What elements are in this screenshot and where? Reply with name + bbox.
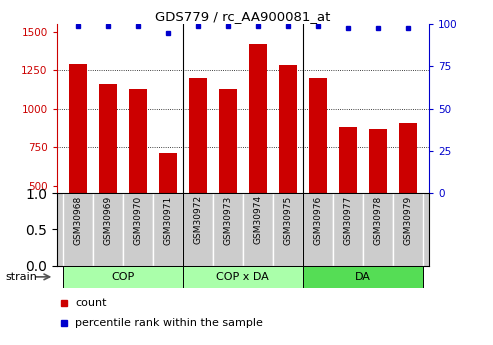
Bar xyxy=(219,89,237,193)
Text: GSM30979: GSM30979 xyxy=(403,195,413,245)
Title: GDS779 / rc_AA900081_at: GDS779 / rc_AA900081_at xyxy=(155,10,330,23)
Bar xyxy=(153,193,183,266)
Bar xyxy=(279,65,297,193)
Text: GSM30977: GSM30977 xyxy=(343,195,352,245)
Bar xyxy=(333,193,363,266)
Bar xyxy=(93,193,123,266)
Bar xyxy=(63,193,93,266)
Text: COP x DA: COP x DA xyxy=(216,272,269,282)
Bar xyxy=(303,193,333,266)
Text: GSM30978: GSM30978 xyxy=(373,195,383,245)
Text: COP: COP xyxy=(111,272,135,282)
Bar xyxy=(183,193,213,266)
Bar xyxy=(213,193,243,266)
Bar xyxy=(63,266,183,288)
Bar xyxy=(339,127,357,193)
Bar xyxy=(99,84,117,193)
Bar xyxy=(129,89,147,193)
Bar xyxy=(69,64,87,193)
Bar xyxy=(363,193,393,266)
Bar xyxy=(273,193,303,266)
Bar xyxy=(393,193,423,266)
Text: GSM30973: GSM30973 xyxy=(223,195,232,245)
Text: GSM30976: GSM30976 xyxy=(314,195,322,245)
Text: GSM30974: GSM30974 xyxy=(253,195,262,245)
Text: GSM30972: GSM30972 xyxy=(193,195,202,245)
Text: GSM30971: GSM30971 xyxy=(163,195,172,245)
Text: GSM30970: GSM30970 xyxy=(133,195,142,245)
Bar xyxy=(243,193,273,266)
Bar xyxy=(159,153,177,193)
Text: GSM30969: GSM30969 xyxy=(103,195,112,245)
Bar xyxy=(189,78,207,193)
Text: GSM30968: GSM30968 xyxy=(73,195,82,245)
Bar xyxy=(369,129,387,193)
Text: percentile rank within the sample: percentile rank within the sample xyxy=(75,318,263,327)
Text: count: count xyxy=(75,298,107,308)
Text: strain: strain xyxy=(5,272,37,282)
Bar xyxy=(399,122,417,193)
Bar xyxy=(303,266,423,288)
Text: GSM30975: GSM30975 xyxy=(283,195,292,245)
Text: DA: DA xyxy=(355,272,371,282)
Bar xyxy=(309,78,327,193)
Bar xyxy=(183,266,303,288)
Bar xyxy=(249,44,267,193)
Bar xyxy=(123,193,153,266)
